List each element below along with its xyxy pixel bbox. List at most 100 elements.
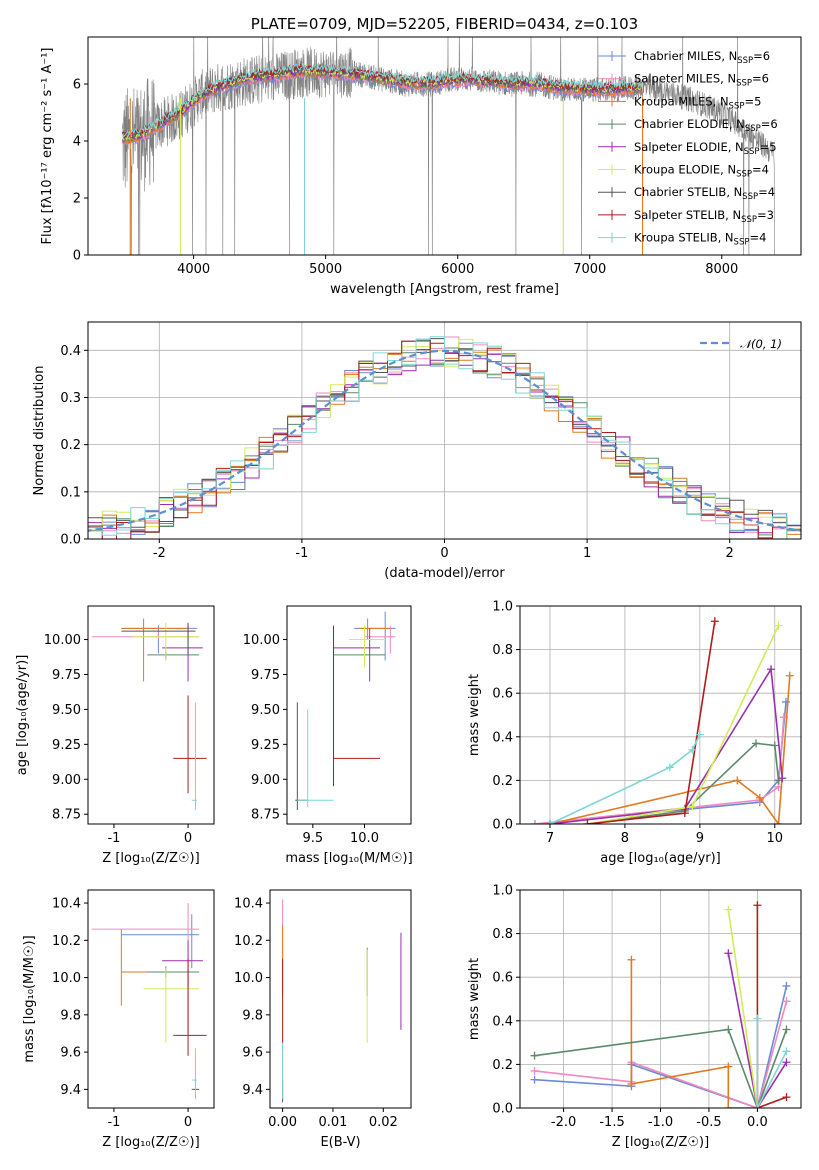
x-tick-label: -2.0 <box>551 1115 576 1130</box>
weight-marker <box>770 741 779 750</box>
weight-marker <box>724 1025 733 1034</box>
legend-label: Chabrier MILES, NSSP=6 <box>634 49 770 66</box>
y-tick-label: 0.6 <box>492 687 513 702</box>
plot-area-age_vs_mass <box>295 611 396 811</box>
axes-weight_vs_age: 7 8 9 10 0.0 0.2 0.4 0.6 0.8 1.0 age [log₁₀(age/yr… <box>467 600 802 866</box>
weight-line <box>549 734 701 824</box>
weight-marker <box>680 809 689 818</box>
weight-marker <box>753 901 762 910</box>
weight-marker <box>782 1047 791 1056</box>
axes-frame <box>87 36 802 256</box>
plot-area-mass_vs_Z <box>91 903 207 1099</box>
chart-title: PLATE=0709, MJD=52205, FIBERID=0434, z=0… <box>251 15 638 33</box>
y-tick-label: 0.1 <box>60 485 81 500</box>
x-tick-label: 0.0 <box>747 1115 768 1130</box>
x-tick-label: 2 <box>726 546 734 561</box>
weight-marker <box>782 1025 791 1034</box>
weight-marker <box>583 820 592 824</box>
y-tick-label: 9.4 <box>60 1083 81 1098</box>
x-tick-label: 8000 <box>705 262 738 277</box>
y-tick-label: 0.0 <box>60 533 81 548</box>
x-tick-label: 0.02 <box>369 1115 398 1130</box>
weight-line <box>549 666 784 824</box>
legend-label: Chabrier STELIB, NSSP=4 <box>634 185 775 202</box>
weight-marker <box>782 1093 791 1102</box>
weight-line <box>756 1018 788 1108</box>
y-tick-label: 9.8 <box>60 1008 81 1023</box>
x-tick-label: 5000 <box>309 262 342 277</box>
y-tick-label: 1.0 <box>492 600 513 615</box>
y-tick-label: 9.50 <box>251 703 280 718</box>
y-axis-label: Normed distribution <box>32 366 47 496</box>
x-axis-label: Z [log₁₀(Z/Z☉)] <box>612 1135 709 1150</box>
weight-marker <box>782 997 791 1006</box>
y-tick-label: 10.00 <box>243 633 280 648</box>
y-tick-label: 0.2 <box>492 774 513 789</box>
y-tick-label: 9.25 <box>251 738 280 753</box>
weight-marker <box>530 1051 539 1060</box>
weight-marker <box>774 820 783 824</box>
y-tick-label: 9.25 <box>52 738 81 753</box>
y-tick-label: 9.00 <box>52 773 81 788</box>
weight-marker <box>695 730 704 739</box>
y-axis-label: mass weight <box>467 958 482 1040</box>
y-tick-label: 8.75 <box>52 808 81 823</box>
axes-age_vs_Z: -1 0 8.75 9.00 9.25 9.50 9.75 10.00 Z [log₁₀(Z/Z… <box>15 605 215 866</box>
y-tick-label: 10.2 <box>234 934 263 949</box>
plot-area-age_vs_Z <box>91 618 207 811</box>
x-tick-label: -1 <box>295 546 308 561</box>
weight-marker <box>755 793 764 802</box>
legend-label: 𝒩(0, 1) <box>740 337 782 351</box>
axes-frame <box>87 889 215 1109</box>
y-tick-label: 9.00 <box>251 773 280 788</box>
axes-frame <box>286 605 412 825</box>
y-tick-label: 10.2 <box>52 934 81 949</box>
y-tick-label: 10.4 <box>234 897 263 912</box>
weight-marker <box>627 1080 636 1089</box>
x-tick-label: 1 <box>583 546 591 561</box>
axes-frame <box>87 321 802 540</box>
weight-line <box>587 621 716 824</box>
weight-marker <box>688 745 697 754</box>
x-tick-label: 9.5 <box>302 831 323 846</box>
weight-marker <box>753 1014 762 1023</box>
weight-marker <box>785 671 794 680</box>
x-axis-label: age [log₁₀(age/yr)] <box>600 851 721 866</box>
y-tick-label: 0.4 <box>492 730 513 745</box>
legend-label: Chabrier ELODIE, NSSP=6 <box>634 117 778 134</box>
axes-age_vs_mass: 9.5 10.0 8.75 9.00 9.25 9.50 9.75 10.00 mass [lo… <box>243 605 413 866</box>
x-axis-label: Z [log₁₀(Z/Z☉)] <box>102 851 199 866</box>
y-tick-label: 0.3 <box>60 391 81 406</box>
axes-weight_vs_Z: -2.0 -1.5 -1.0 -0.5 0.0 0.0 0.2 0.4 0.6 0.8 1.0 Z [… <box>467 884 802 1150</box>
x-tick-label: -2 <box>153 546 166 561</box>
y-tick-label: 9.6 <box>60 1046 81 1061</box>
x-tick-label: -1 <box>107 1115 120 1130</box>
x-tick-label: 6000 <box>441 262 474 277</box>
axes-mass_vs_EBV: 0.00 0.01 0.02 9.4 9.6 9.8 10.0 10.2 10.4 E(B-V) <box>234 889 412 1150</box>
weight-marker <box>665 763 674 772</box>
x-tick-label: -1.5 <box>599 1115 624 1130</box>
y-tick-label: 9.4 <box>242 1083 263 1098</box>
weight-marker <box>724 949 733 958</box>
weight-marker <box>627 955 636 964</box>
weight-line <box>587 742 780 824</box>
weight-line <box>756 905 787 1108</box>
y-tick-label: 9.6 <box>242 1046 263 1061</box>
x-tick-label: 0 <box>440 546 448 561</box>
x-tick-label: 10.0 <box>350 831 379 846</box>
x-tick-label: 4000 <box>177 262 210 277</box>
axes-frame <box>269 889 412 1109</box>
y-tick-label: 9.75 <box>251 668 280 683</box>
x-tick-label: 7000 <box>573 262 606 277</box>
x-tick-label: 0.00 <box>268 1115 297 1130</box>
x-axis-label: mass [log₁₀(M/M☉)] <box>285 851 412 866</box>
y-tick-label: 4 <box>73 135 81 150</box>
x-tick-label: 0.01 <box>318 1115 347 1130</box>
x-axis-label: Z [log₁₀(Z/Z☉)] <box>102 1135 199 1150</box>
x-tick-label: 0 <box>184 1115 192 1130</box>
axes-frame <box>87 605 215 825</box>
y-tick-label: 10.0 <box>234 971 263 986</box>
y-tick-label: 10.0 <box>52 971 81 986</box>
model-line <box>121 64 643 140</box>
weight-marker <box>782 1058 791 1067</box>
